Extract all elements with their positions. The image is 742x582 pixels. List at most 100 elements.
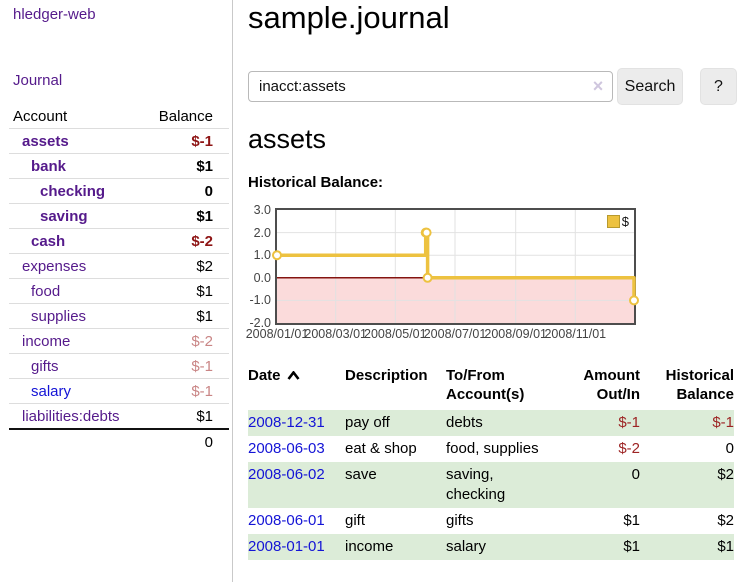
account-link[interactable]: supplies [31, 307, 87, 325]
transaction-amount: $1 [623, 512, 640, 529]
accounts-total-value: 0 [143, 428, 229, 454]
account-row: checking 0 [9, 178, 229, 204]
sidebar: hledger-web Journal Account Balance asse… [0, 0, 233, 582]
account-link[interactable]: expenses [22, 257, 87, 275]
account-row: saving $1 [9, 203, 229, 229]
register-row: 2008-06-01 gift gifts $1 $2 [248, 508, 734, 534]
search-button[interactable]: Search [617, 68, 683, 105]
clear-search-icon[interactable]: × [592, 76, 604, 96]
accounts-total-row: 0 [9, 428, 229, 454]
transaction-accounts: salary [446, 534, 570, 560]
account-balance: $-2 [143, 328, 229, 354]
historical-balance-chart: 3.0 2.0 1.0 0.0 -1.0 -2.0 $ 2008/01/01 2008/03… [246, 203, 737, 355]
account-link[interactable]: liabilities:debts [22, 407, 120, 425]
account-link[interactable]: saving [40, 207, 88, 225]
account-link[interactable]: assets [22, 132, 69, 150]
transaction-date-link[interactable]: 2008-12-31 [248, 414, 325, 431]
accounts-table-header: Account Balance [9, 104, 229, 129]
transaction-date-link[interactable]: 2008-06-01 [248, 512, 325, 529]
chart-title: Historical Balance: [248, 174, 384, 191]
account-link[interactable]: income [22, 332, 71, 350]
legend-label: $ [621, 214, 629, 229]
register-row: 2008-01-01 income salary $1 $1 [248, 534, 734, 560]
sort-chevron-up-icon [286, 371, 300, 380]
balance-column-header: Balance [143, 104, 229, 129]
transaction-description: eat & shop [345, 440, 417, 457]
account-link[interactable]: salary [31, 382, 72, 400]
help-button[interactable]: ? [700, 68, 737, 105]
transaction-date-link[interactable]: 2008-06-03 [248, 440, 325, 457]
search-bar: × Search ? [248, 68, 737, 105]
y-tick-label: 2.0 [253, 225, 271, 240]
transaction-balance: $2 [717, 512, 734, 529]
x-tick-label: 2008/09/01 [484, 327, 547, 341]
transaction-accounts: debts [446, 410, 570, 436]
search-input[interactable] [248, 71, 613, 102]
transaction-amount: $-2 [618, 440, 640, 457]
transaction-balance: $2 [640, 462, 734, 508]
y-tick-label: 3.0 [253, 203, 271, 217]
chart-plot-area: $ [272, 208, 639, 325]
account-row: gifts $-1 [9, 353, 229, 379]
account-link[interactable]: gifts [31, 357, 59, 375]
transaction-amount: 0 [570, 462, 640, 508]
transaction-accounts: food, supplies [446, 440, 539, 457]
register-row: 2008-06-02 save saving, checking 0 $2 [248, 462, 734, 508]
transaction-balance: $-1 [640, 410, 734, 436]
account-column-header: Account [9, 104, 144, 129]
x-tick-label: 2008/01/01 [245, 327, 309, 341]
register-row: 2008-12-31 pay off debts $-1 $-1 [248, 410, 734, 436]
transaction-description: save [345, 462, 446, 508]
accounts-table: Account Balance assets $-1 bank $1 checking 0… [9, 104, 229, 454]
x-tick-label: 2008/03/01 [304, 327, 367, 341]
account-balance: $1 [143, 203, 229, 229]
account-row: supplies $1 [9, 303, 229, 329]
y-tick-label: 1.0 [253, 248, 271, 263]
account-row: liabilities:debts $1 [9, 404, 229, 430]
account-row: income $-2 [9, 328, 229, 354]
chart-x-axis: 2008/01/01 2008/03/01 2008/05/01 2008/07/01… [246, 327, 634, 343]
account-balance: $1 [143, 303, 229, 329]
account-balance: $1 [143, 278, 229, 304]
transaction-date-link[interactable]: 2008-01-01 [248, 538, 325, 555]
account-link[interactable]: food [31, 282, 61, 300]
amount-column-header: Amount Out/In [583, 367, 640, 403]
date-column-header[interactable]: Date [248, 362, 345, 410]
transaction-description: gift [345, 512, 366, 529]
page-title: sample.journal [248, 0, 450, 35]
description-column-header: Description [345, 367, 428, 384]
transaction-description: pay off [345, 410, 446, 436]
main-content: sample.journal × Search ? assets Histori… [246, 0, 742, 582]
app-brand-link[interactable]: hledger-web [13, 6, 96, 23]
sidebar-item-journal[interactable]: Journal [13, 72, 63, 89]
account-balance: $-2 [143, 228, 229, 254]
account-row: bank $1 [9, 153, 229, 179]
register-row: 2008-06-03 eat & shop food, supplies $-2 0 [248, 436, 734, 462]
chart-legend: $ [604, 213, 631, 230]
account-link[interactable]: cash [31, 232, 66, 250]
account-link[interactable]: bank [31, 157, 67, 175]
y-tick-label: -2.0 [249, 316, 271, 330]
chart-series-svg [272, 210, 639, 323]
chart-y-axis: 3.0 2.0 1.0 0.0 -1.0 -2.0 [248, 203, 271, 330]
account-row: food $1 [9, 278, 229, 304]
account-balance: $1 [196, 407, 213, 425]
account-row: expenses $2 [9, 253, 229, 279]
transaction-balance: $1 [640, 534, 734, 560]
account-row: cash $-2 [9, 228, 229, 254]
register-table-header: Date Description To/From Account(s) Amou… [248, 362, 734, 410]
tofrom-column-header: To/From Account(s) [446, 367, 525, 403]
transaction-amount: $-1 [570, 410, 640, 436]
x-tick-label: 2008/11/01 [544, 327, 607, 341]
account-balance: $2 [143, 253, 229, 279]
account-row: assets $-1 [9, 128, 229, 154]
account-link[interactable]: checking [40, 182, 106, 200]
account-balance: $-1 [143, 353, 229, 379]
x-tick-label: 2008/05/01 [364, 327, 427, 341]
legend-swatch-icon [606, 215, 620, 228]
transaction-amount: $1 [570, 534, 640, 560]
account-heading: assets [248, 124, 327, 154]
transaction-date-link[interactable]: 2008-06-02 [248, 466, 325, 483]
transaction-accounts: saving, checking [446, 462, 570, 508]
account-balance: $-1 [143, 378, 229, 404]
